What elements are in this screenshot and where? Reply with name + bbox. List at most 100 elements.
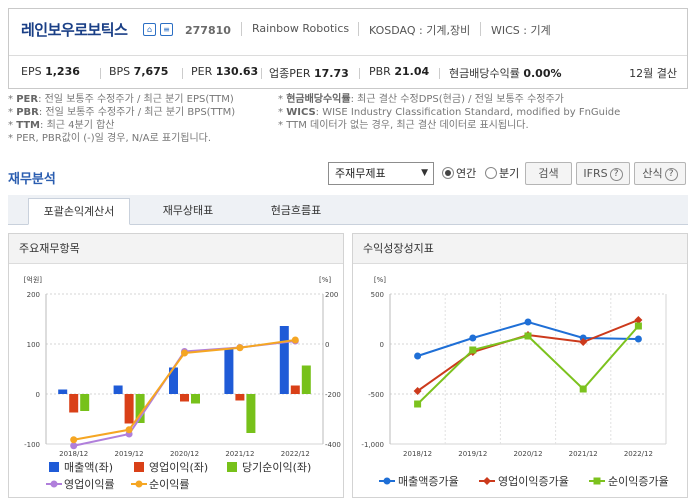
note-pbr: * PBR: 전일 보통주 수정주가 / 최근 분기 BPS(TTM) [8,107,236,118]
statement-type-select[interactable]: 주재무제표 ▼ [328,162,434,185]
legend-label: 영업이익증가율 [498,475,569,488]
legend-label: 영업이익(좌) [149,461,208,474]
key-financials-panel: 주요재무항목 [억원] [%] 200 100 0 -100 200 0 -200 -400 201… [8,233,344,498]
x-tick-label: 2019/12 [458,450,487,458]
bar [124,394,134,424]
notes-left: * PER: 전일 보통주 수정주가 / 최근 분기 EPS(TTM) * PB… [8,93,235,145]
note-ttm-missing: * TTM 데이터가 없는 경우, 최근 결산 데이터로 표시됩니다. [278,120,529,131]
growth-panel: 수익성장성지표 [%] 500 0 -500 -1,000 2018/12 2019/12 2… [352,233,688,498]
note-wics: * WICS: WISE Industry Classification Sta… [278,107,621,118]
right-tick-label: -200 [325,391,341,399]
data-point [634,335,642,343]
bar [69,394,79,413]
data-point [469,346,477,354]
bar [58,389,68,394]
left-tick-label: 0 [36,391,40,399]
stock-code: 277810 [185,24,231,37]
panel-title: 수익성장성지표 [353,234,687,264]
notes-right: * 현금배당수익률: 최근 결산 수정DPS(현금) / 전일 보통주 수정주가… [278,93,620,132]
data-point [236,344,244,352]
y-tick-label: -1,000 [361,441,384,449]
divider [100,68,101,79]
x-tick-label: 2018/12 [403,450,432,458]
data-point [70,442,78,450]
divider [261,68,262,79]
stat-pbr: PBR 21.04 [369,65,430,78]
y-tick-label: 500 [371,291,384,299]
radio-quarter-label[interactable]: 분기 [499,167,520,180]
data-point [181,349,188,357]
radio-annual-label[interactable]: 연간 [456,167,477,180]
bar [224,348,234,394]
data-point [414,400,422,408]
tab-income-statement[interactable]: 포괄손익계산서 [28,198,130,225]
data-point [413,387,422,395]
series-line [417,319,639,392]
chevron-down-icon: ▼ [421,168,428,178]
data-point [125,426,133,434]
legend-swatch [227,462,237,472]
x-tick-label: 2019/12 [115,450,144,458]
legend-label: 순이익증가율 [608,475,669,488]
home-icon[interactable]: ⌂ [143,23,156,36]
panel-title: 주요재무항목 [9,234,343,264]
x-tick-label: 2022/12 [624,450,653,458]
right-axis-unit: [%] [319,276,331,284]
data-point [579,338,588,346]
settlement-month: 12월 결산 [629,67,677,80]
right-tick-label: 0 [325,341,329,349]
legend-swatch [135,480,143,488]
bar [246,394,256,433]
radio-annual[interactable] [442,167,454,179]
legend-swatch [483,477,491,485]
right-tick-label: -400 [325,441,341,449]
bar [169,367,178,394]
data-point [634,316,643,324]
formula-help-button[interactable]: 산식? [634,162,686,185]
key-financials-chart: [억원] [%] 200 100 0 -100 200 0 -200 -400 2018/12 201… [24,275,341,491]
company-english-name: Rainbow Robotics [252,22,350,35]
document-icon[interactable]: ≡ [160,23,173,36]
bar [279,326,289,394]
legend-label: 당기순이익(좌) [242,461,311,474]
data-point [634,322,642,330]
radio-quarter[interactable] [485,167,497,179]
x-tick-label: 2021/12 [225,450,254,458]
divider [182,68,183,79]
note-per: * PER: 전일 보통주 수정주가 / 최근 분기 EPS(TTM) [8,94,234,105]
data-point [291,336,299,344]
tab-cash-flow[interactable]: 현금흐름표 [270,204,322,217]
divider [480,22,481,36]
search-button[interactable]: 검색 [525,162,572,185]
data-point [469,334,477,342]
note-dividend: * 현금배당수익률: 최근 결산 수정DPS(현금) / 전일 보통주 수정주가 [278,94,564,105]
x-tick-label: 2020/12 [513,450,542,458]
bar [180,394,189,402]
data-point [524,318,532,326]
legend-swatch [593,477,601,485]
note-ttm: * TTM: 최근 4분기 합산 [8,120,115,131]
section-title: 재무분석 [8,172,56,187]
tab-balance-sheet[interactable]: 재무상태표 [162,204,214,217]
legend-label: 매출액증가율 [398,475,459,488]
right-tick-label: 200 [325,291,338,299]
company-name: 레인보우로보틱스 [21,21,128,39]
legend-label: 영업이익률 [64,478,115,491]
bar [80,394,90,411]
ifrs-help-button[interactable]: IFRS? [576,162,630,185]
stat-industry-per: 업종PER 17.73 [269,67,349,80]
wics-sector: WICS : 기계 [491,24,551,37]
series-line [73,340,296,447]
note-negative: * PER, PBR값이 (-)일 경우, N/A로 표기됩니다. [8,133,212,144]
question-icon: ? [609,167,623,181]
growth-chart: [%] 500 0 -500 -1,000 2018/12 2019/12 2020/12 20… [361,276,669,488]
bar [235,394,245,401]
left-axis-unit: [억원] [24,275,43,284]
left-tick-label: -100 [24,441,40,449]
divider [439,68,440,79]
bar [113,385,123,394]
data-point [414,352,422,360]
x-tick-label: 2021/12 [569,450,598,458]
market-sector: KOSDAQ : 기계,장비 [369,24,471,37]
valuation-stats: EPS 1,236 BPS 7,675 PER 130.63 업종PER 17.… [9,65,687,83]
